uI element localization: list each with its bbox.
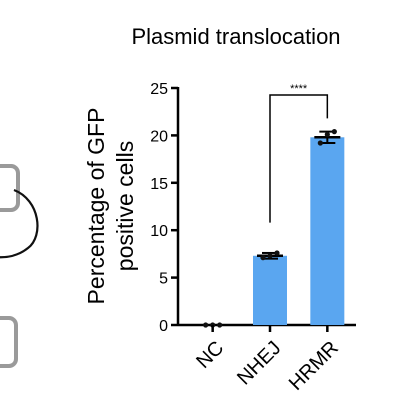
x-tick-label: HRMR <box>285 337 343 395</box>
y-tick-label: 25 <box>150 81 168 98</box>
y-tick-label: 10 <box>150 223 168 240</box>
data-points <box>203 129 337 328</box>
data-point <box>274 250 280 256</box>
x-tick-label: NHEJ <box>233 337 285 389</box>
y-tick-label: 15 <box>150 176 168 193</box>
data-point <box>267 253 273 259</box>
data-point <box>331 129 337 135</box>
bar-nhej <box>253 255 287 325</box>
y-tick-label: 5 <box>159 271 168 288</box>
y-tick-label: 20 <box>150 128 168 145</box>
data-point <box>324 131 330 138</box>
y-tick-label: 0 <box>159 318 168 335</box>
x-axis-ticks: NC NHEJ HRMR <box>192 325 343 395</box>
y-axis-ticks: 0 5 10 15 20 25 <box>150 81 178 335</box>
data-point <box>260 255 266 261</box>
data-point <box>203 322 209 328</box>
bar-hrmr <box>310 137 345 325</box>
significance-label: **** <box>290 83 308 95</box>
cropped-figure-fragment <box>0 164 39 368</box>
bars <box>253 137 345 325</box>
significance-annotations: **** <box>269 83 329 223</box>
y-axis-label-line2: positive cells <box>112 141 138 271</box>
x-tick-label: NC <box>192 337 228 373</box>
y-axis-label-line1: Percentage of GFP <box>83 108 109 305</box>
data-point <box>217 322 223 328</box>
significance-bracket <box>269 94 329 223</box>
chart-title: Plasmid translocation <box>131 24 340 49</box>
data-point <box>317 140 323 146</box>
